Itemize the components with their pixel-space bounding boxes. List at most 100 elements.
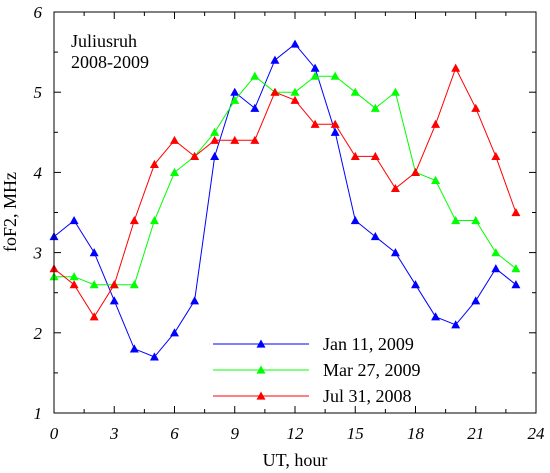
point-0-9 [230,87,240,96]
x-tick-label-3: 9 [231,424,240,443]
y-tick-label-1: 2 [34,324,43,343]
point-0-12 [290,39,300,48]
point-1-19 [431,175,441,185]
annotation-years: 2008-2009 [71,52,149,72]
point-0-11 [270,55,280,64]
point-0-1 [69,216,79,225]
y-tick-label-2: 3 [33,244,43,263]
point-0-3 [109,296,119,305]
point-1-13 [310,71,320,80]
y-tick-label-0: 1 [34,404,43,423]
legend-marker-1 [256,365,266,374]
point-2-13 [310,119,320,128]
point-1-4 [129,280,139,289]
point-2-5 [149,159,159,168]
point-1-21 [471,216,481,225]
y-axis-title-group: foF2, MHz [0,172,20,252]
x-tick-label-7: 21 [467,424,484,443]
point-2-22 [491,151,501,160]
point-0-5 [149,352,159,361]
point-2-21 [471,103,481,112]
point-1-16 [370,103,380,112]
point-2-20 [451,63,461,72]
point-1-10 [250,71,260,80]
point-0-8 [210,151,220,160]
series-1 [49,71,521,289]
point-0-4 [129,344,139,353]
point-2-2 [89,312,99,321]
point-1-14 [330,71,340,80]
point-1-22 [491,248,501,257]
legend-label-0: Jan 11, 2009 [323,334,414,354]
point-0-23 [511,280,521,289]
point-1-20 [451,216,461,225]
x-axis-title: UT, hour [263,450,328,470]
point-1-6 [170,167,179,176]
point-0-19 [431,312,441,321]
point-0-17 [390,248,400,257]
point-0-6 [170,328,179,337]
point-0-13 [310,63,320,72]
point-0-15 [350,216,360,225]
series-line-1 [54,75,517,286]
point-2-3 [109,280,119,289]
point-0-22 [491,264,501,273]
legend-label-2: Jul 31, 2008 [323,386,412,406]
x-tick-label-8: 24 [528,424,546,443]
series-line-2 [53,66,517,318]
point-0-10 [250,103,260,112]
point-2-9 [230,135,240,144]
point-1-1 [69,272,79,281]
x-tick-label-6: 18 [407,424,425,443]
y-tick-label-4: 5 [34,83,43,102]
plot-frame [53,11,537,414]
point-2-4 [129,216,139,225]
data-series [49,39,521,361]
point-1-5 [149,216,159,225]
x-tick-label-0: 0 [50,424,59,443]
point-2-11 [270,87,280,96]
point-2-14 [330,119,340,128]
x-tick-label-4: 12 [287,424,305,443]
x-tick-label-5: 15 [347,424,364,443]
point-2-8 [210,135,220,144]
point-1-8 [210,127,220,136]
annotation-station: Juliusruh [71,31,137,51]
point-1-15 [350,87,360,96]
point-1-9 [230,95,240,104]
point-1-23 [511,264,521,273]
point-0-20 [451,320,461,329]
series-line-0 [53,43,517,358]
point-2-6 [170,135,179,144]
point-2-19 [431,119,441,128]
series-0 [49,39,521,361]
legend-marker-2 [256,391,266,400]
y-tick-label-5: 6 [34,3,43,22]
point-2-12 [290,95,300,104]
legend-marker-0 [256,339,266,348]
point-0-14 [330,127,340,136]
point-0-2 [89,248,99,257]
legend-label-1: Mar 27, 2009 [323,360,421,380]
y-axis-title: foF2, MHz [0,172,20,252]
point-2-7 [190,151,200,160]
point-0-18 [411,280,420,289]
point-0-16 [370,232,380,241]
point-2-18 [411,167,420,176]
legend: Jan 11, 2009 Mar 27, 2009 Jul 31, 2008 [213,334,421,406]
point-1-17 [390,87,400,96]
y-tick-label-3: 4 [34,163,43,182]
x-tick-label-1: 3 [109,424,119,443]
point-2-15 [350,151,360,160]
point-2-17 [390,183,400,193]
point-2-23 [511,208,521,217]
point-1-12 [290,87,300,96]
point-2-16 [370,151,380,160]
x-tick-label-2: 6 [170,424,179,443]
series-2 [49,63,521,321]
point-0-7 [190,296,200,305]
point-2-1 [69,280,79,289]
point-2-10 [250,135,260,144]
